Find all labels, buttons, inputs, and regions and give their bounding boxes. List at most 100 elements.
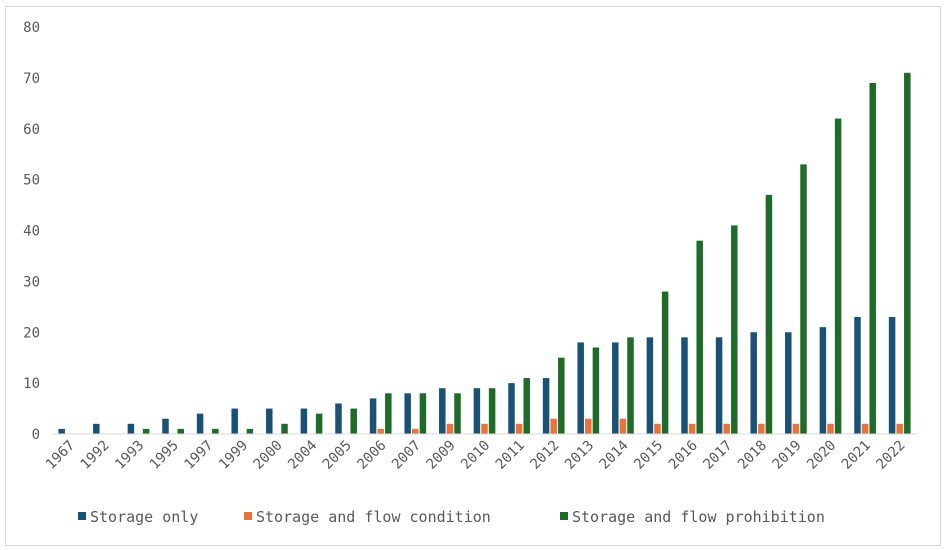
bar-storage-and-flow-condition [446, 423, 454, 434]
bar-storage-and-flow-prohibition [869, 82, 876, 435]
bar-storage-and-flow-prohibition [142, 428, 150, 434]
x-tick-label: 2007 [389, 438, 424, 473]
x-tick-label: 2014 [597, 438, 632, 473]
legend-swatch [78, 512, 86, 520]
bar-storage-and-flow-condition [758, 423, 765, 434]
legend-label: Storage and flow condition [256, 508, 491, 526]
bar-storage-and-flow-prohibition [904, 72, 911, 434]
bar-storage-and-flow-condition [792, 423, 800, 434]
y-tick-label: 20 [23, 325, 40, 341]
bar-storage-and-flow-prohibition [592, 347, 600, 434]
x-tick-label: 2017 [700, 438, 735, 473]
legend-item: Storage and flow prohibition [560, 508, 825, 526]
bar-storage-and-flow-prohibition [454, 393, 461, 434]
bar-storage-and-flow-prohibition [800, 164, 807, 435]
x-tick-label: 2020 [804, 438, 839, 473]
bar-storage-and-flow-prohibition [385, 393, 392, 434]
bar-storage-only [750, 332, 757, 434]
bars [58, 72, 911, 435]
y-tick-label: 40 [23, 224, 40, 240]
bar-storage-and-flow-prohibition [315, 413, 323, 434]
x-tick-label: 2005 [320, 438, 355, 473]
bar-storage-and-flow-condition [377, 428, 384, 434]
bar-storage-only [473, 388, 481, 434]
bar-storage-and-flow-prohibition [731, 225, 738, 434]
bar-storage-only [646, 337, 654, 434]
x-tick-label: 1997 [181, 438, 216, 473]
y-tick-label: 60 [23, 122, 40, 138]
bar-storage-and-flow-prohibition [177, 428, 184, 434]
bar-storage-and-flow-condition [585, 418, 592, 434]
bar-storage-only [404, 393, 411, 434]
bar-storage-only [542, 378, 550, 434]
x-tick-label: 2009 [424, 438, 459, 473]
x-tick-label: 2022 [873, 438, 908, 473]
bar-storage-only [196, 413, 204, 434]
bar-storage-only [266, 408, 273, 434]
x-tick-label: 2013 [562, 438, 597, 473]
bar-storage-and-flow-condition [861, 423, 869, 434]
bar-storage-and-flow-prohibition [350, 408, 357, 434]
bar-storage-only [577, 342, 584, 434]
legend-item: Storage and flow condition [244, 508, 491, 526]
bar-storage-and-flow-condition [412, 428, 419, 434]
bar-storage-and-flow-condition [550, 418, 557, 434]
bar-storage-and-flow-prohibition [488, 388, 496, 434]
legend-swatch [244, 512, 252, 520]
x-tick-label: 2006 [354, 438, 389, 473]
legend: Storage only Storage and flow condition St… [78, 508, 825, 526]
bar-storage-only [58, 428, 65, 434]
x-tick-label: 1993 [112, 438, 147, 473]
bar-storage-only [439, 388, 446, 434]
bar-storage-and-flow-prohibition [696, 240, 703, 434]
y-tick-label: 0 [32, 427, 40, 443]
bar-storage-and-flow-condition [619, 418, 627, 434]
legend-item: Storage only [78, 508, 198, 526]
y-axis: 0 10 20 30 40 50 60 70 80 [23, 20, 40, 443]
bar-storage-only [819, 327, 827, 434]
y-tick-label: 50 [23, 173, 40, 189]
bar-storage-only [715, 337, 723, 434]
bar-storage-only [369, 398, 377, 434]
bar-storage-and-flow-prohibition [627, 337, 634, 434]
bar-storage-only [612, 342, 619, 434]
bar-storage-and-flow-prohibition [558, 357, 565, 434]
bar-storage-only [93, 423, 100, 434]
legend-label: Storage only [90, 508, 198, 526]
bar-storage-only [508, 383, 515, 434]
x-tick-label: 2010 [458, 438, 493, 473]
chart-frame [5, 6, 941, 546]
bar-storage-and-flow-prohibition [281, 423, 288, 434]
x-tick-label: 2012 [527, 438, 562, 473]
x-tick-label: 2018 [735, 438, 770, 473]
bar-storage-and-flow-condition [481, 423, 488, 434]
x-tick-label: 2016 [666, 438, 701, 473]
x-tick-label: 2019 [770, 438, 805, 473]
bar-storage-only [854, 316, 861, 434]
bar-storage-and-flow-condition [827, 423, 834, 434]
x-tick-label: 1967 [43, 438, 78, 473]
bar-storage-only [335, 403, 342, 434]
bar-storage-and-flow-condition [654, 423, 661, 434]
x-tick-label: 1999 [216, 438, 251, 473]
x-tick-label: 2000 [251, 438, 286, 473]
y-tick-label: 70 [23, 71, 40, 87]
bar-storage-only [785, 332, 792, 434]
bar-storage-and-flow-prohibition [212, 428, 219, 434]
bar-storage-and-flow-prohibition [765, 194, 773, 434]
x-tick-label: 2004 [285, 438, 320, 473]
y-tick-label: 80 [23, 20, 40, 36]
bar-storage-and-flow-prohibition [419, 393, 427, 434]
x-tick-label: 2015 [631, 438, 666, 473]
x-tick-label: 1995 [147, 438, 182, 473]
bar-storage-only [888, 316, 896, 434]
x-axis: 1967 1992 1993 1995 1997 1999 2000 2004 2005 2006… [43, 438, 909, 473]
bar-storage-and-flow-condition [688, 423, 696, 434]
bar-storage-only [162, 418, 169, 434]
bar-storage-and-flow-prohibition [523, 378, 530, 434]
legend-label: Storage and flow prohibition [572, 508, 825, 526]
bar-storage-only [681, 337, 688, 434]
x-tick-label: 2011 [493, 438, 528, 473]
bar-storage-and-flow-prohibition [246, 428, 254, 434]
